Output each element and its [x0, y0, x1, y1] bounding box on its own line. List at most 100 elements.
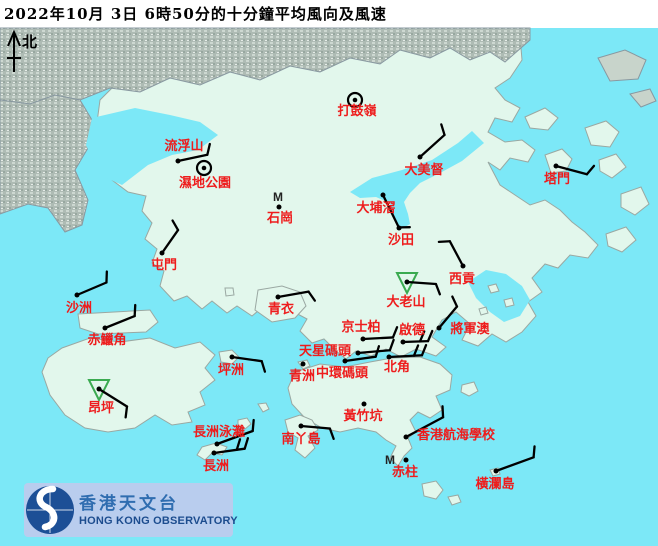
station-label: 中環碼頭 — [316, 365, 369, 380]
station: 流浮山 — [164, 138, 211, 164]
missing-data-flag: M — [385, 453, 395, 467]
station-dot — [380, 192, 386, 198]
calm-symbol — [195, 159, 213, 177]
land-shekou — [0, 94, 93, 233]
wind-barb-shaft — [212, 447, 246, 455]
wind-barb-tick — [374, 345, 381, 358]
station-label: 北角 — [384, 359, 410, 374]
station-label: 塔門 — [544, 171, 570, 186]
station: 中環碼頭 — [316, 345, 381, 380]
wind-barb-shaft — [448, 240, 465, 268]
station-label: 沙田 — [388, 232, 414, 247]
station-dot — [159, 250, 165, 256]
logo-box — [24, 483, 233, 537]
wind-barb-tick — [251, 418, 255, 433]
station-label: 啟德 — [399, 322, 425, 337]
station-dot — [276, 204, 282, 210]
station: 沙洲 — [66, 270, 108, 315]
logo-english: HONG KONG OBSERVATORY — [79, 515, 238, 527]
station-label: 青洲 — [289, 368, 315, 383]
wind-barb-tick — [418, 330, 426, 343]
station-label: 天星碼頭 — [299, 343, 352, 358]
station-label: 長洲泳灘 — [193, 424, 245, 439]
wind-barb-tick — [124, 405, 129, 419]
station: 青衣 — [268, 290, 316, 316]
station-dot — [460, 263, 466, 269]
station: 屯門 — [151, 219, 180, 272]
wind-barb-tick — [420, 343, 428, 357]
station-label: 南丫島 — [281, 431, 320, 446]
station-dot — [214, 441, 220, 447]
station: 塔門 — [544, 163, 596, 186]
wind-barb-shaft — [97, 387, 129, 408]
station: 南丫島 — [281, 423, 335, 446]
landmasses — [0, 27, 657, 506]
wind-barb-tick — [206, 142, 211, 156]
station: 長洲泳灘 — [193, 418, 255, 447]
station-label: 長洲 — [203, 458, 229, 473]
station-label: 西貢 — [449, 271, 475, 286]
calm-symbol — [346, 91, 364, 109]
station-dot — [229, 354, 235, 360]
port-shelter — [468, 270, 530, 322]
wind-barb-shaft — [230, 355, 263, 363]
wind-barb-tick — [451, 295, 459, 308]
hko-logo: 香港天文台 HONG KONG OBSERVATORY — [24, 483, 238, 537]
station: 天星碼頭 — [299, 338, 395, 358]
station-label: 黃竹坑 — [342, 408, 382, 423]
station-dot — [211, 450, 217, 456]
wind-barb-tick — [412, 344, 420, 357]
station: 赤鱲角 — [87, 303, 137, 347]
wind-barb-tick — [328, 427, 335, 441]
north-label: 北 — [22, 34, 37, 51]
station: 京士柏 — [341, 319, 399, 342]
station: 大美督 — [404, 123, 446, 177]
station-dot — [436, 325, 442, 331]
station-dot — [493, 468, 499, 474]
land-tap-mun — [544, 148, 573, 174]
wind-barb-tick — [585, 164, 596, 176]
station-label: 橫瀾島 — [475, 476, 514, 491]
deep-bay — [86, 108, 218, 185]
station-dot — [298, 423, 304, 429]
wind-barb-shaft — [299, 424, 332, 430]
station-dot — [300, 361, 306, 367]
north-arrow — [7, 29, 21, 72]
wind-barb-tick — [532, 445, 536, 459]
station-dot — [74, 292, 80, 298]
page-background — [0, 0, 658, 28]
station-dot — [396, 225, 402, 231]
wind-barb-tick — [243, 437, 250, 450]
wind-barb-shaft — [215, 429, 254, 446]
station: 將軍澳 — [436, 295, 490, 336]
station: 沙田 — [388, 225, 414, 247]
wind-barb-tick — [440, 123, 446, 137]
wind-barb-shaft — [381, 193, 400, 229]
wind-barb-tick — [235, 438, 242, 451]
station-label: 香港航海學校 — [416, 427, 496, 442]
wind-barb-shaft — [404, 416, 445, 439]
station: 青洲 — [289, 361, 315, 383]
station-dot — [342, 358, 348, 364]
station-dot — [275, 294, 281, 300]
land-lantau — [41, 337, 216, 433]
wind-barb-tick — [441, 405, 445, 419]
station-label: 青衣 — [268, 301, 294, 316]
station: 西貢 — [437, 240, 475, 286]
wind-barb-shaft — [405, 280, 438, 286]
land-peng-chau — [218, 349, 240, 365]
wind-barb-shaft — [276, 290, 310, 299]
station: 昂坪 — [87, 379, 129, 419]
wind-barb-tick — [307, 290, 316, 302]
station-label: 大老山 — [386, 294, 425, 309]
station-dot — [553, 163, 559, 169]
station-dot — [403, 457, 409, 463]
station: 濕地公園 — [179, 159, 231, 190]
wind-barb-shaft — [387, 354, 424, 359]
tolo-harbour — [350, 131, 484, 230]
station-label: 大埔滘 — [356, 200, 395, 215]
wind-barb-shaft — [356, 349, 392, 355]
gust-triangle-icon — [87, 379, 111, 403]
